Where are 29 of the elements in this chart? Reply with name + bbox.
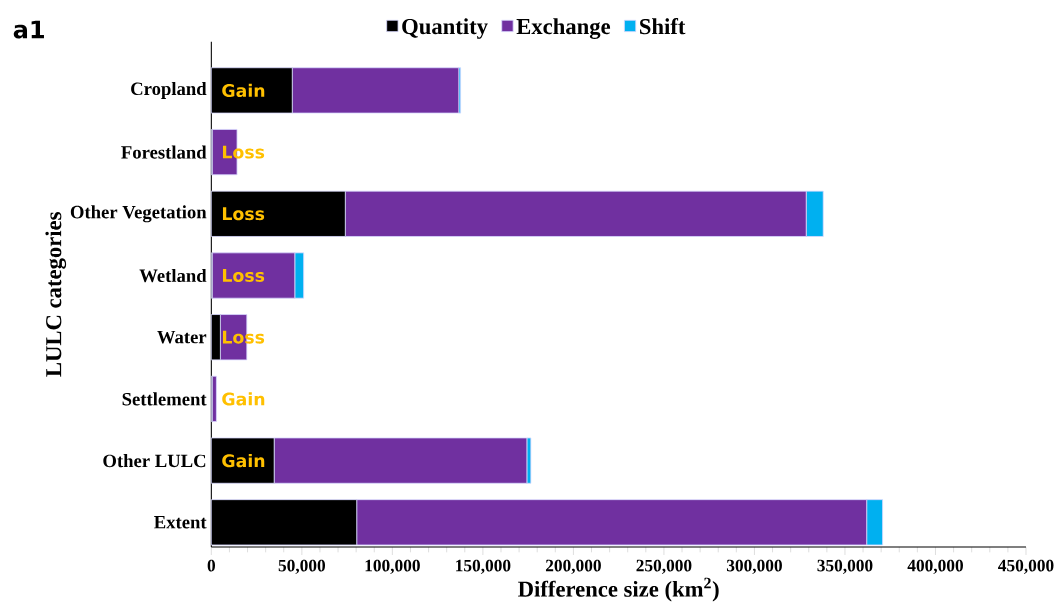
text: a1 bbox=[13, 20, 44, 39]
annotation: Gain bbox=[222, 392, 265, 406]
x-tick-label: 50,000 bbox=[278, 559, 326, 574]
x-tick-label: 150,000 bbox=[456, 559, 511, 574]
x-tick-label: 400,000 bbox=[907, 559, 963, 574]
y-tick-label: Settlement bbox=[122, 392, 207, 406]
legend-label: Quantity bbox=[402, 18, 488, 39]
x-tick-label: 0 bbox=[207, 559, 216, 572]
annotation: Gain bbox=[222, 453, 265, 468]
y-tick-label: Cropland bbox=[131, 81, 207, 99]
y-axis-title: LULC categories bbox=[45, 212, 67, 377]
y-tick-label: Other LULC bbox=[103, 454, 206, 468]
annotation: Gain bbox=[222, 83, 265, 98]
x-axis-title: Difference size (km$^{2}$) bbox=[518, 577, 719, 602]
legend-label: Shift bbox=[640, 18, 686, 35]
x-tick-label: 250,000 bbox=[636, 559, 692, 574]
y-tick-label: Water bbox=[157, 330, 207, 344]
legend-label: Exchange bbox=[516, 18, 611, 39]
y-tick-label: Wetland bbox=[139, 268, 207, 283]
y-tick-label: Forestland bbox=[121, 145, 207, 159]
y-tick-label: Other Vegetation bbox=[70, 205, 207, 223]
y-tick-label: Extent bbox=[154, 516, 207, 529]
x-tick-label: 350,000 bbox=[817, 559, 873, 574]
x-tick-label: 450,000 bbox=[998, 559, 1054, 574]
x-tick-label: 100,000 bbox=[365, 559, 420, 574]
annotation: Loss bbox=[222, 207, 265, 221]
annotation: Loss bbox=[222, 269, 265, 282]
x-tick-label: 300,000 bbox=[726, 559, 782, 574]
x-tick-label: 200,000 bbox=[545, 559, 601, 574]
